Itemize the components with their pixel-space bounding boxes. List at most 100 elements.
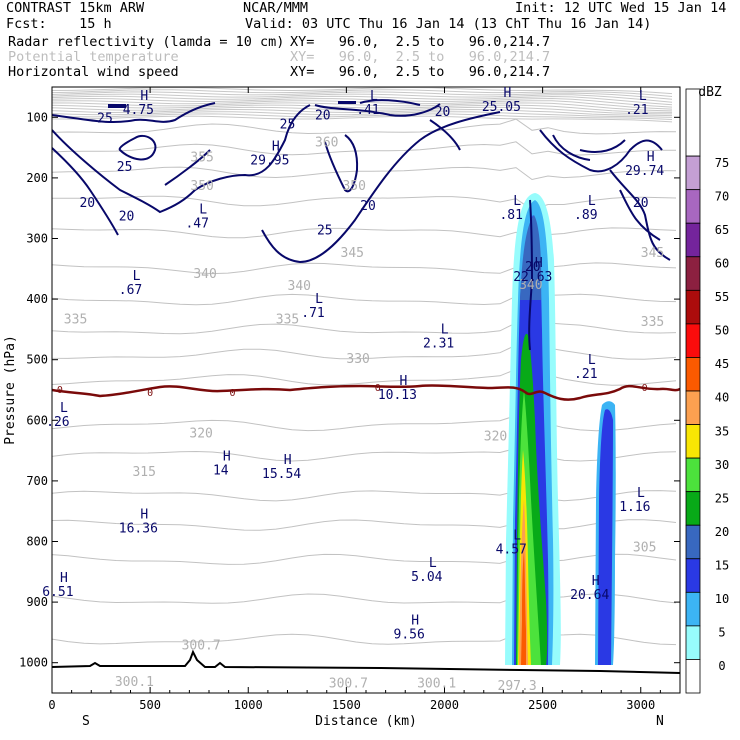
colorbar-swatch (685, 256, 701, 291)
extremum-value: 2.31 (423, 336, 454, 351)
wind-core-marker (108, 104, 126, 108)
contour-labels: 25 20 20 25 25 20 20 25 20 20 20 355 350 360 350 345 340… (42, 86, 664, 694)
y-tick-label: 900 (26, 595, 48, 609)
extremum-type: L (513, 529, 521, 544)
colorbar-level-label: 0 (718, 659, 725, 673)
wind-contour-label: 20 (525, 260, 541, 275)
theta-contour-upper (52, 115, 673, 123)
x-end-label-left: S (82, 714, 90, 729)
x-tick-label: 2000 (430, 698, 459, 712)
theta-contour-upper (52, 87, 673, 95)
colorbar-swatch (685, 424, 701, 459)
colorbar-swatch (685, 558, 701, 593)
extremum-value: 14 (213, 464, 229, 479)
theta-contour-label: 330 (346, 352, 369, 367)
extremum-type: L (60, 401, 68, 416)
extremum-value: 20.64 (570, 588, 609, 603)
wind-contour-label: 20 (435, 105, 451, 120)
colorbar-level-label: 70 (715, 189, 729, 203)
wind-contour-label: 20 (79, 196, 95, 211)
field-name-reflectivity: Radar reflectivity (lamda = 10 cm) (8, 34, 285, 50)
theta-contour-label: 335 (64, 312, 87, 327)
extremum-type: L (588, 353, 596, 368)
extremum-type: L (637, 486, 645, 501)
theta-contour-label: 335 (276, 312, 299, 327)
extremum-type: H (592, 574, 600, 589)
y-tick-label: 1000 (19, 656, 48, 670)
theta-contour-label: 320 (484, 429, 507, 444)
reflectivity-cells (505, 193, 616, 665)
extremum-value: .89 (574, 208, 597, 223)
colorbar-level-label: 30 (715, 458, 729, 472)
theta-contour-upper (52, 95, 673, 106)
colorbar-level-label: 15 (715, 558, 729, 572)
wind-contour-label: 20 (315, 108, 331, 123)
theta-contour-upper (52, 113, 673, 120)
theta-contour-label: 315 (132, 465, 155, 480)
extremum-type: L (429, 556, 437, 571)
theta-contour-upper (52, 97, 673, 108)
colorbar-level-label: 65 (715, 223, 729, 237)
extremum-type: H (140, 507, 148, 522)
colorbar-level-label: 55 (715, 290, 729, 304)
wind-contour-label: 25 (97, 111, 113, 126)
extremum-type: L (441, 322, 449, 337)
extremum-type: L (639, 89, 647, 104)
extremum-value: .71 (301, 306, 324, 321)
colorbar-swatch (685, 323, 701, 358)
extremum-type: H (411, 613, 419, 628)
theta-contour-label: 335 (641, 315, 664, 330)
extremum-value: .26 (46, 415, 69, 430)
extremum-value: 4.57 (496, 543, 527, 558)
colorbar-level-label: 5 (718, 626, 725, 640)
colorbar-swatch (685, 524, 701, 560)
wind-contour-label: 20 (633, 196, 649, 211)
theta-contour (52, 553, 677, 569)
theta-contour-label: 350 (190, 179, 213, 194)
theta-contour-label: 355 (190, 151, 213, 166)
field-xy-theta: XY= 96.0, 2.5 to 96.0,214.7 (290, 49, 551, 65)
wind-contour-label: 25 (317, 223, 333, 238)
x-tick-label: 500 (139, 698, 161, 712)
colorbar-swatch (685, 155, 701, 191)
theta-contour-label: 340 (519, 278, 542, 293)
theta-contour-upper (52, 102, 673, 112)
extremum-type: H (399, 374, 407, 389)
x-tick-label: 1500 (332, 698, 361, 712)
extremum-type: H (503, 86, 511, 101)
x-tick-label: 3000 (626, 698, 655, 712)
extremum-type: L (199, 202, 207, 217)
colorbar-swatch (685, 625, 701, 660)
theta-contour (52, 293, 677, 306)
theta-contour-upper (52, 108, 673, 117)
model-title: CONTRAST 15km ARW (6, 0, 145, 16)
colorbar-level-label: 10 (715, 592, 729, 606)
theta-contour (52, 447, 677, 462)
extremum-type: H (284, 453, 292, 468)
theta-contour (52, 262, 677, 276)
theta-contour (52, 593, 677, 606)
theta-contour-upper (52, 91, 673, 100)
freezing-level-label: 0 (147, 388, 153, 399)
colorbar-unit: dBZ (698, 85, 722, 100)
init-time: Init: 12 UTC Wed 15 Jan 14 (515, 0, 727, 16)
extremum-type: L (513, 194, 521, 209)
theta-contour-label: 300.1 (115, 675, 154, 690)
y-tick-label: 600 (26, 413, 48, 427)
theta-contour-label: 345 (341, 246, 364, 261)
refl-cell-north-15dbz (598, 409, 613, 665)
y-tick-label: 100 (26, 110, 48, 124)
theta-contour (52, 118, 677, 135)
wind-speed-contours (52, 99, 671, 351)
colorbar-level-label: 20 (715, 525, 729, 539)
extremum-value: 10.13 (378, 388, 417, 403)
terrain-line (52, 649, 680, 674)
extremum-value: .47 (185, 216, 208, 231)
colorbar-swatch (685, 357, 701, 392)
theta-contour-label: 350 (342, 179, 365, 194)
x-tick-label: 1000 (234, 698, 263, 712)
axes: 0 500 1000 1500 2000 2500 30001002003004005006… (19, 87, 680, 712)
theta-contour (52, 368, 677, 386)
extremum-type: H (140, 89, 148, 104)
